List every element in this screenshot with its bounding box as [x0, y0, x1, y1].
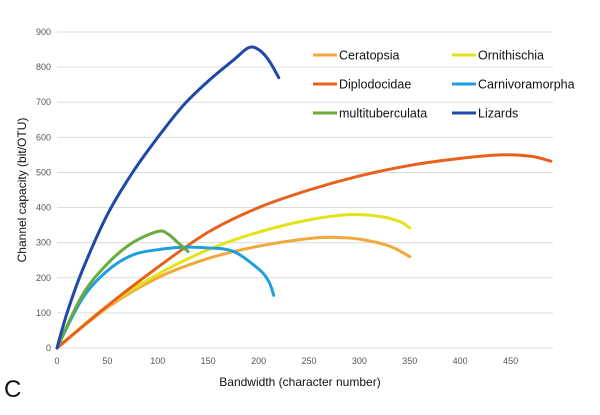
- series-line-lizards: [55, 45, 281, 350]
- x-axis-label: Bandwidth (character number): [219, 375, 380, 389]
- legend-label: Ornithischia: [478, 49, 544, 63]
- y-tick-label: 0: [46, 343, 51, 353]
- x-tick-label: 150: [201, 356, 216, 366]
- x-tick-label: 50: [102, 356, 112, 366]
- y-tick-label: 800: [36, 62, 51, 72]
- x-tick-label: 300: [352, 356, 367, 366]
- y-tick-label: 500: [36, 167, 51, 177]
- legend-label: multituberculata: [339, 107, 427, 121]
- y-tick-label: 200: [36, 273, 51, 283]
- legend-label: Diplodocidae: [339, 78, 411, 92]
- y-axis-label: Channel capacity (bit/OTU): [15, 118, 29, 263]
- x-tick-label: 400: [453, 356, 468, 366]
- x-tick-label: 450: [503, 356, 518, 366]
- legend-label: Ceratopsia: [339, 49, 399, 63]
- x-tick-label: 100: [150, 356, 165, 366]
- y-tick-label: 400: [36, 203, 51, 213]
- legend-label: Carnivoramorpha: [478, 78, 575, 92]
- y-tick-label: 600: [36, 132, 51, 142]
- series-line-multituberculata: [55, 229, 190, 350]
- x-tick-label: 250: [301, 356, 316, 366]
- x-tick-label: 350: [402, 356, 417, 366]
- legend-label: Lizards: [478, 107, 518, 121]
- x-tick-label: 200: [251, 356, 266, 366]
- y-tick-label: 300: [36, 238, 51, 248]
- y-tick-label: 700: [36, 97, 51, 107]
- series-line-ornithischia: [55, 212, 412, 350]
- y-tick-label: 100: [36, 308, 51, 318]
- x-tick-label: 0: [54, 356, 59, 366]
- series-line-ceratopsia: [55, 235, 412, 350]
- panel-label: C: [4, 376, 21, 403]
- series-line-diplodocidae: [55, 153, 553, 350]
- y-tick-label: 900: [36, 27, 51, 37]
